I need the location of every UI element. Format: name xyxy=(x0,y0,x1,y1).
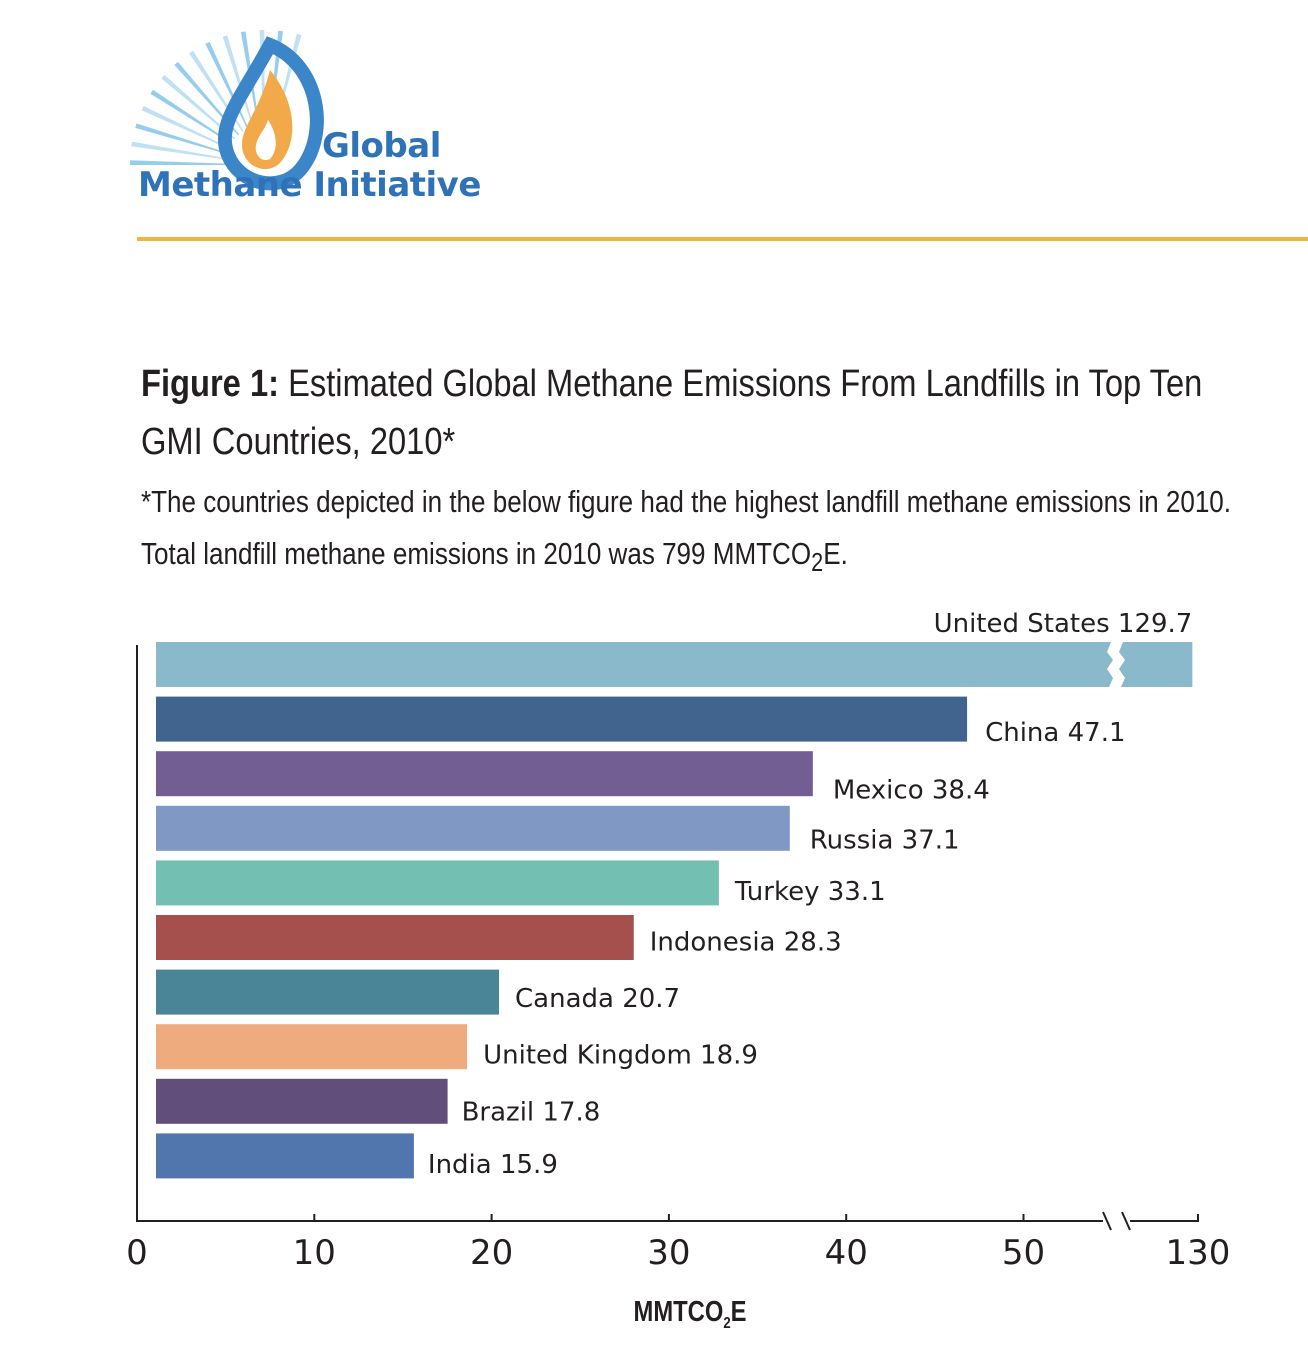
figure-label: Figure 1: xyxy=(141,363,280,405)
bar-data-label: Mexico 38.4 xyxy=(833,776,990,806)
bar xyxy=(156,860,719,906)
bar-data-label: United Kingdom 18.9 xyxy=(483,1041,758,1071)
bar xyxy=(156,696,968,742)
bar-data-label: China 47.1 xyxy=(985,718,1125,748)
figure-title-text: Estimated Global Methane Emissions From … xyxy=(141,363,1203,463)
bar xyxy=(156,1024,468,1070)
header-rule xyxy=(137,237,1308,241)
x-axis-label: MMTCO2E xyxy=(616,1296,764,1332)
bar xyxy=(156,1078,448,1124)
logo-text-methane-initiative: Methane Initiative xyxy=(138,165,481,205)
x-tick-label: 50 xyxy=(1002,1233,1045,1273)
logo-ring-icon xyxy=(217,36,324,191)
bar xyxy=(156,805,790,851)
gmi-logo xyxy=(130,30,324,205)
figure-note-subscript: 2 xyxy=(811,549,824,578)
x-tick-label: 30 xyxy=(647,1233,690,1273)
x-tick-label: 40 xyxy=(825,1233,868,1273)
logo-flame-icon xyxy=(242,70,293,170)
figure-note: *The countries depicted in the below fig… xyxy=(141,476,1233,580)
axis-break-mark xyxy=(1121,1211,1131,1231)
bar xyxy=(156,915,634,960)
x-tick-label: 0 xyxy=(126,1233,148,1273)
bar-data-label: United States 129.7 xyxy=(934,609,1193,639)
logo-flame-core xyxy=(255,120,276,161)
bar-data-label: Canada 20.7 xyxy=(515,984,680,1014)
bar xyxy=(156,751,813,797)
bar-data-label: Russia 37.1 xyxy=(810,825,960,855)
bar xyxy=(156,1133,414,1179)
logo-text-global: Global xyxy=(322,126,441,166)
bar xyxy=(156,642,1193,687)
bar-break-mark xyxy=(1107,642,1125,687)
figure-title: Figure 1: Estimated Global Methane Emiss… xyxy=(141,355,1259,471)
figure-note-end: E. xyxy=(823,536,848,571)
figure-note-text: *The countries depicted in the below fig… xyxy=(141,484,1232,571)
x-tick-label: 10 xyxy=(293,1233,336,1273)
bar xyxy=(156,969,500,1015)
bar-data-label: Indonesia 28.3 xyxy=(650,928,842,958)
axis-break-mark xyxy=(1102,1211,1112,1231)
bar-data-label: India 15.9 xyxy=(428,1150,558,1180)
x-axis-label-main: MMTCO xyxy=(633,1296,724,1328)
x-tick-label: 20 xyxy=(470,1233,513,1273)
x-tick-label: 130 xyxy=(1166,1233,1231,1273)
bar-data-label: Brazil 17.8 xyxy=(462,1097,601,1127)
bar-data-label: Turkey 33.1 xyxy=(734,877,886,907)
x-axis-label-end: E xyxy=(730,1296,747,1328)
x-axis-label-subscript: 2 xyxy=(723,1314,731,1332)
